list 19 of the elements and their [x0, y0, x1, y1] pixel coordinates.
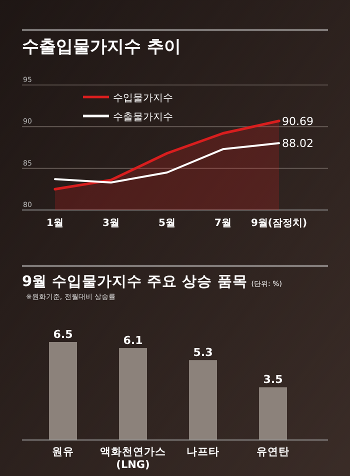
chart-title: 9월 수입물가지수 주요 상승 품목	[22, 274, 248, 290]
data-label: 6.1	[123, 334, 143, 348]
data-label: 88.02	[282, 137, 314, 150]
x-tick-label: 1월	[46, 218, 64, 229]
x-tick-label: 원유	[52, 446, 74, 458]
data-label: 5.3	[193, 346, 213, 360]
data-label: 90.69	[282, 114, 314, 128]
data-label: 3.5	[263, 373, 283, 386]
x-tick-label: 7월	[214, 218, 232, 229]
x-tick-label: 유연탄	[256, 446, 290, 458]
data-label: 6.5	[53, 328, 73, 341]
x-tick-label: 액화천연가스 (LNG)	[100, 446, 166, 471]
x-tick-label: 9월(잠정치)	[250, 218, 308, 229]
x-tick-label: 나프타	[186, 446, 220, 458]
chart-title: 수출입물가지수 추이	[22, 37, 181, 57]
legend-label: 수출물가지수	[113, 112, 173, 123]
x-tick-label: 5월	[158, 218, 176, 229]
x-tick-label: 3월	[102, 218, 120, 229]
legend-label: 수입물가지수	[113, 93, 173, 104]
